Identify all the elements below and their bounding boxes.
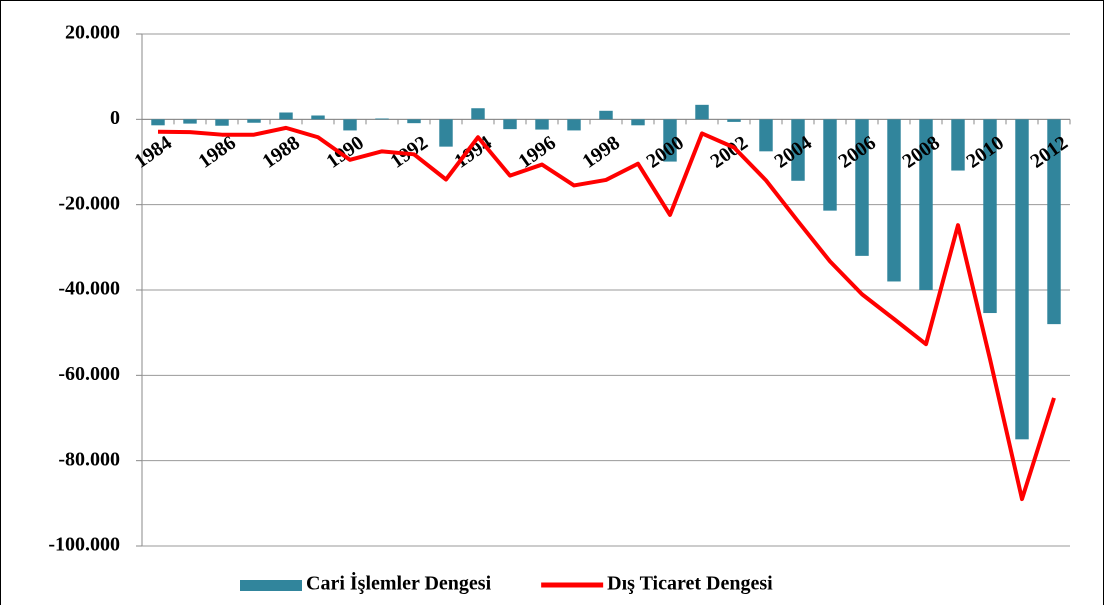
bar — [343, 119, 357, 131]
bar — [1047, 119, 1061, 325]
bar — [855, 119, 869, 256]
bar — [311, 115, 325, 120]
bar — [535, 119, 549, 130]
legend-swatch — [240, 580, 302, 591]
y-tick-label: -20.000 — [58, 192, 120, 214]
bar — [407, 119, 421, 124]
y-tick-label: 0 — [110, 107, 120, 129]
bar — [183, 119, 197, 124]
bar — [567, 119, 581, 131]
bar — [983, 119, 997, 314]
legend-label: Cari İşlemler Dengesi — [306, 571, 492, 595]
bar — [247, 119, 261, 123]
bar — [791, 119, 805, 181]
bar — [759, 119, 773, 152]
bar — [951, 119, 965, 171]
bar — [823, 119, 837, 211]
x-tick-label: 1998 — [579, 132, 624, 173]
legend-label: Dış Ticaret Dengesi — [607, 573, 773, 595]
bar — [279, 112, 293, 120]
bar — [1015, 119, 1029, 440]
y-tick-label: 20.000 — [65, 22, 120, 44]
bar — [695, 104, 709, 120]
bar — [887, 119, 901, 282]
y-tick-label: -60.000 — [58, 363, 120, 385]
line — [157, 125, 1056, 502]
bar — [215, 119, 229, 126]
bar — [599, 110, 613, 120]
bar — [919, 119, 933, 290]
x-tick-label: 1990 — [323, 132, 368, 173]
y-tick-label: -80.000 — [58, 448, 120, 470]
x-tick-label: 1986 — [195, 132, 240, 173]
bar — [151, 119, 165, 126]
bar — [631, 119, 645, 126]
bar — [663, 119, 677, 162]
y-tick-label: -100.000 — [48, 534, 120, 556]
bar — [375, 118, 389, 120]
x-tick-label: 2000 — [643, 132, 688, 173]
x-tick-label: 1984 — [131, 132, 176, 173]
bar — [503, 119, 517, 130]
y-tick-label: -40.000 — [58, 278, 120, 300]
x-tick-label: 1988 — [259, 132, 304, 173]
bar — [727, 119, 741, 122]
bar — [471, 108, 485, 120]
bar — [439, 119, 453, 147]
